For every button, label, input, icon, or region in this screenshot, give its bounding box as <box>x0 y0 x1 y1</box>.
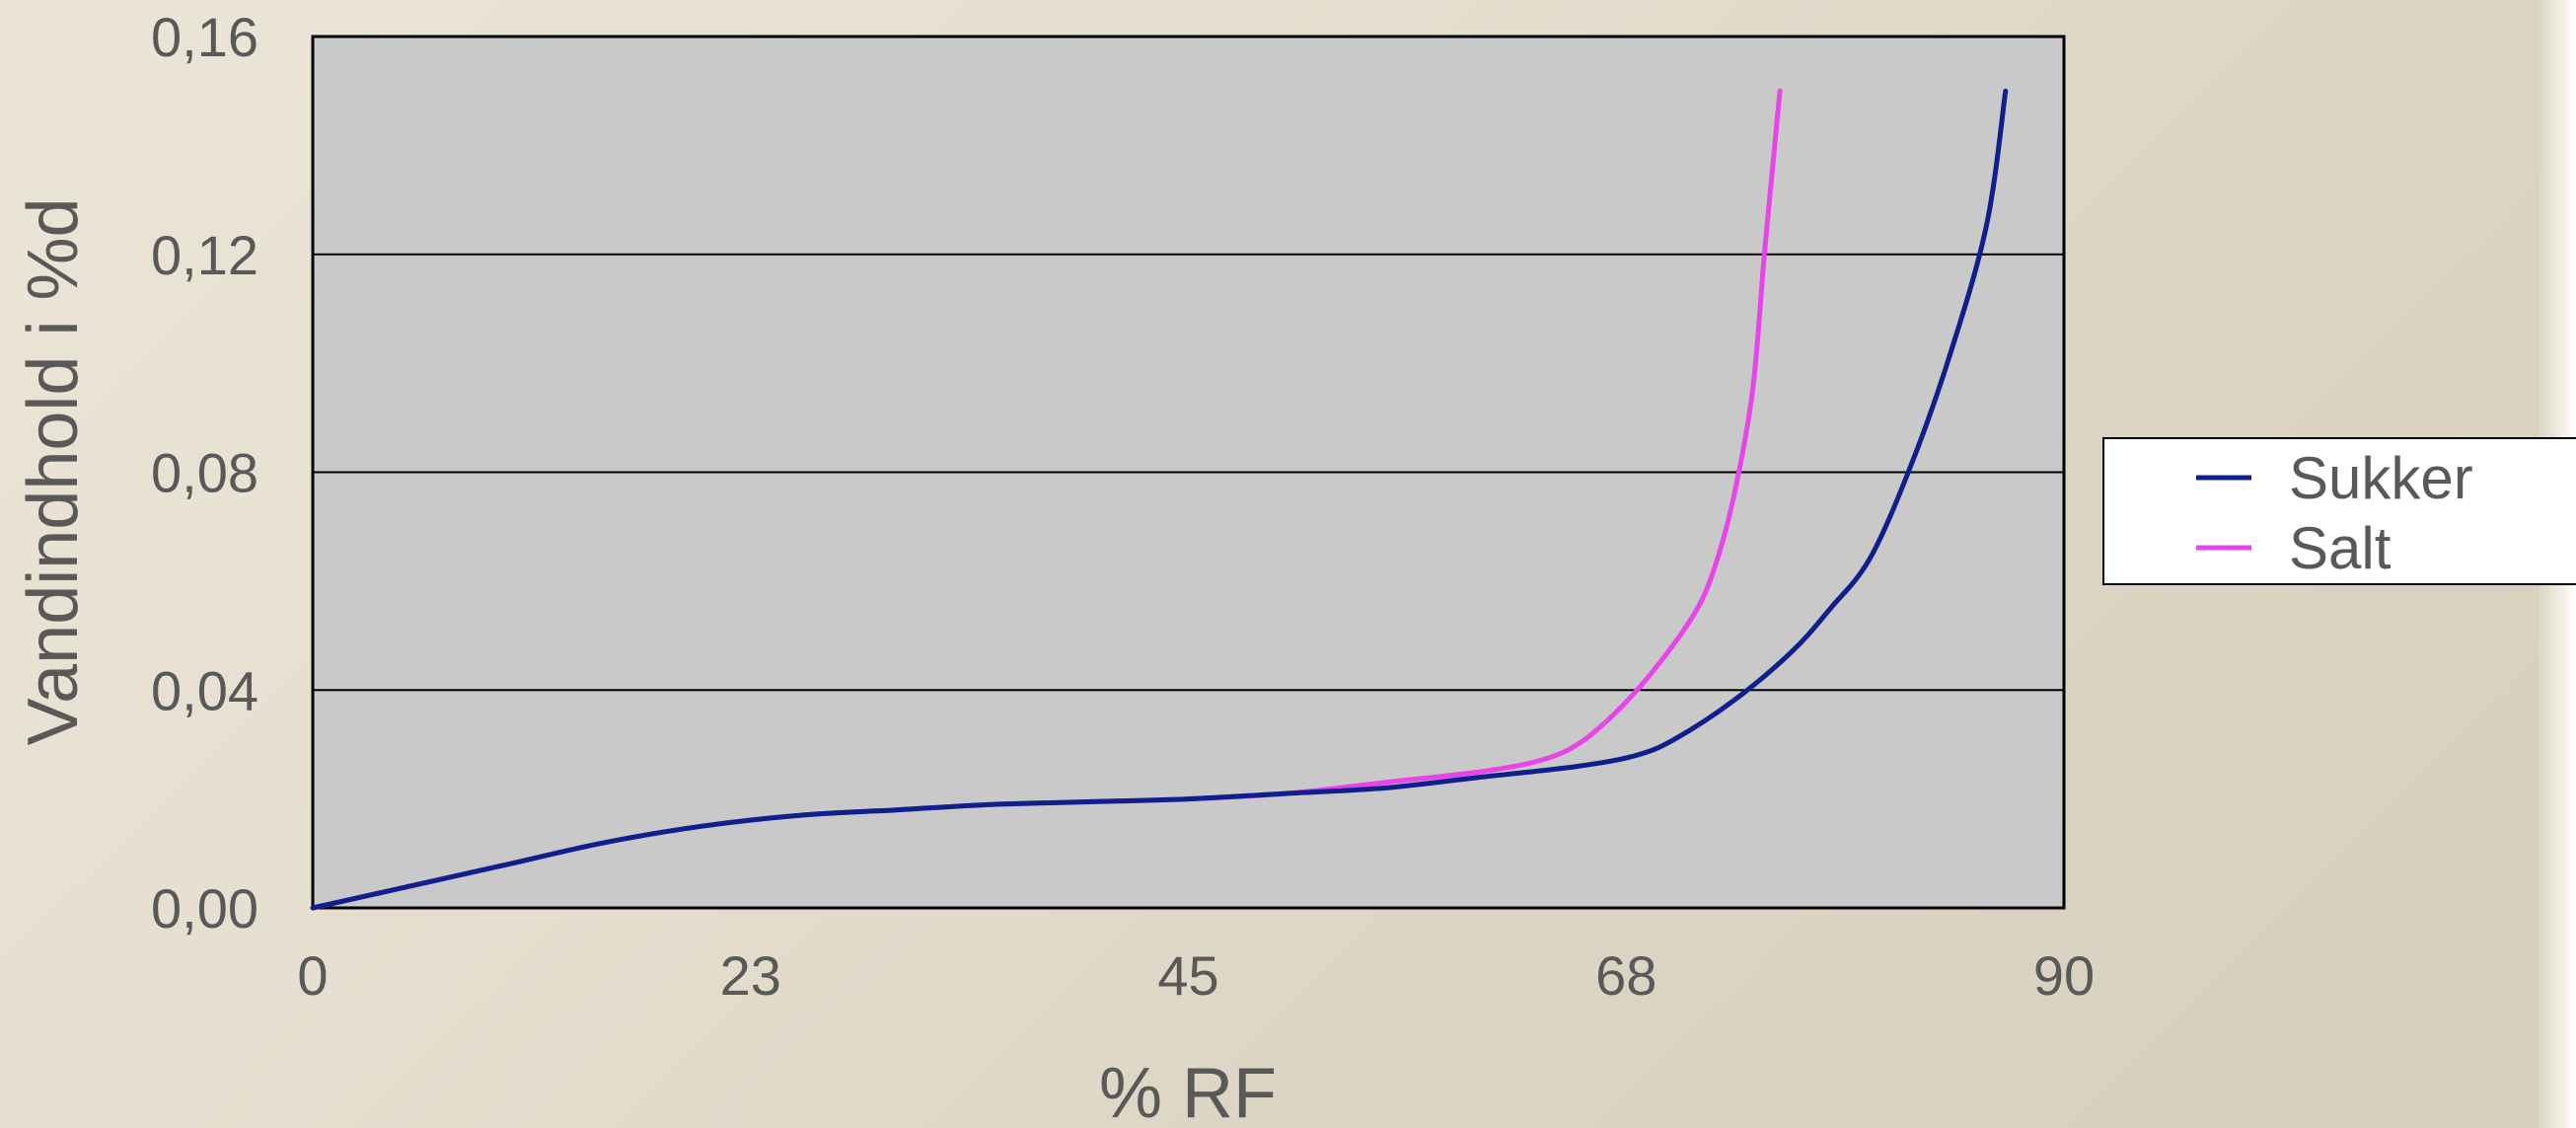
series-lines <box>310 88 2009 911</box>
y-tick-label: 0,04 <box>151 659 258 721</box>
y-axis-title: Vandindhold i %d <box>14 197 93 745</box>
y-tick-label: 0,12 <box>151 224 258 286</box>
x-tick-label: 68 <box>1595 944 1656 1007</box>
gridlines <box>313 253 2064 692</box>
x-tick-label: 23 <box>720 944 781 1007</box>
y-axis-ticks: 0,00 0,04 0,08 0,12 0,16 <box>151 6 258 940</box>
x-axis-ticks: 0 23 45 68 90 <box>297 944 2095 1007</box>
y-tick-label: 0,16 <box>151 6 258 68</box>
x-axis-title: % RF <box>1099 1054 1277 1128</box>
x-tick-label: 45 <box>1157 944 1218 1007</box>
legend-label-salt: Salt <box>2289 515 2392 581</box>
legend-label-sukker: Sukker <box>2289 445 2473 511</box>
y-tick-label: 0,00 <box>151 877 258 940</box>
series-line-sukker <box>310 88 2009 911</box>
x-tick-label: 0 <box>297 944 328 1007</box>
legend-box <box>2102 437 2576 585</box>
x-tick-label: 90 <box>2033 944 2095 1007</box>
y-tick-label: 0,08 <box>151 442 258 504</box>
